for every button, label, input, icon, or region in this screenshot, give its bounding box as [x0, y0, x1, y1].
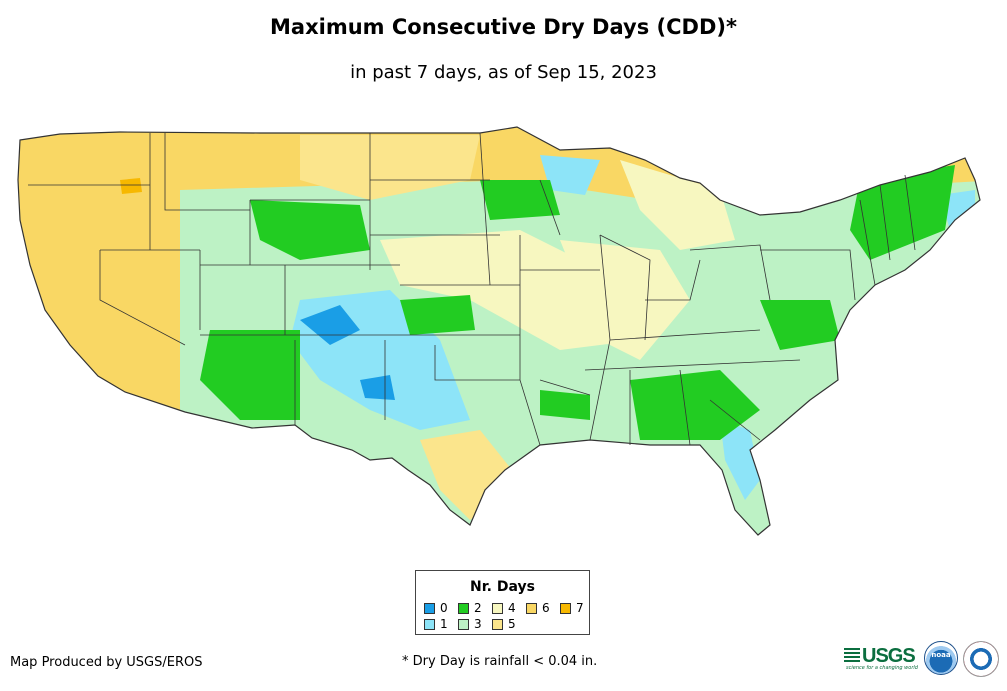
region-2-days-louisiana	[540, 390, 590, 420]
legend-swatch-3	[458, 618, 469, 630]
region-2-days-dakotas	[480, 180, 560, 220]
legend-swatch-0	[424, 602, 435, 614]
usgs-wave-icon	[844, 648, 860, 664]
legend-item-7: 7	[560, 601, 584, 615]
noaa-logo: noaa	[924, 641, 958, 675]
map-title: Maximum Consecutive Dry Days (CDD)*	[270, 15, 737, 39]
nws-logo	[963, 641, 999, 677]
legend: Nr. Days 0 1 2 3 4 5 6 7	[415, 570, 590, 635]
region-2-days-kansas	[400, 295, 475, 335]
region-2-days-southeast	[630, 370, 760, 440]
region-2-days-arizona	[200, 330, 300, 420]
legend-label-1: 1	[440, 617, 448, 631]
legend-item-0: 0	[424, 601, 448, 615]
cdd-raster	[18, 127, 980, 535]
usgs-logo: USGS	[844, 645, 916, 668]
region-4-days-michigan	[620, 160, 735, 250]
legend-label-0: 0	[440, 601, 448, 615]
legend-label-5: 5	[508, 617, 516, 631]
legend-item-3: 3	[458, 617, 482, 631]
map-subtitle: in past 7 days, as of Sep 15, 2023	[350, 62, 657, 83]
legend-item-5: 5	[492, 617, 516, 631]
legend-label-2: 2	[474, 601, 482, 615]
region-2-days-virginia	[760, 300, 840, 350]
region-1-day-minnesota	[540, 155, 600, 195]
legend-title: Nr. Days	[470, 579, 535, 595]
usgs-tagline: science for a changing world	[846, 665, 918, 671]
state-boundaries	[17, 126, 981, 536]
legend-label-4: 4	[508, 601, 516, 615]
legend-item-6: 6	[526, 601, 550, 615]
noaa-logo-text: noaa	[931, 651, 951, 659]
legend-item-4: 4	[492, 601, 516, 615]
legend-swatch-4	[492, 602, 503, 614]
legend-swatch-2	[458, 602, 469, 614]
region-1-day-florida	[720, 420, 760, 500]
legend-label-7: 7	[576, 601, 584, 615]
legend-label-3: 3	[474, 617, 482, 631]
region-5-days-north	[300, 135, 480, 200]
legend-swatch-1	[424, 618, 435, 630]
legend-item-1: 1	[424, 617, 448, 631]
footnote: * Dry Day is rainfall < 0.04 in.	[402, 654, 598, 669]
region-2-days-wyoming	[250, 200, 370, 260]
legend-item-2: 2	[458, 601, 482, 615]
legend-swatch-6	[526, 602, 537, 614]
region-2-days-newengland	[850, 165, 955, 260]
legend-label-6: 6	[542, 601, 550, 615]
us-cdd-map	[17, 126, 981, 536]
usgs-logo-text: USGS	[862, 645, 916, 667]
region-0-days-newmexico	[360, 375, 395, 400]
legend-swatch-5	[492, 618, 503, 630]
region-7-days	[120, 178, 142, 194]
legend-swatch-7	[560, 602, 571, 614]
map-credit: Map Produced by USGS/EROS	[10, 655, 203, 670]
